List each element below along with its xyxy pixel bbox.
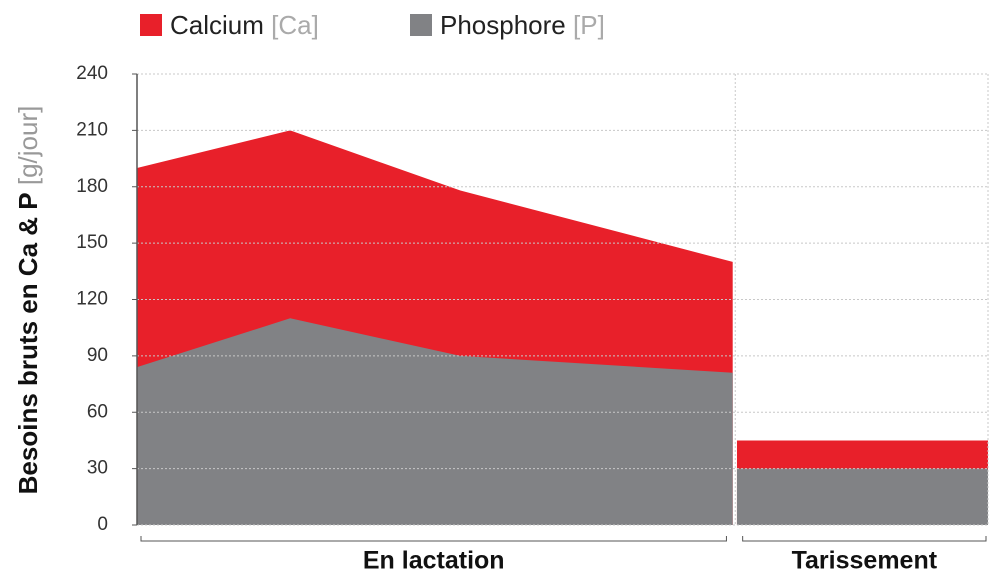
y-tick-label: 120: [76, 289, 108, 310]
group-bracket: [140, 536, 727, 542]
y-tick-label: 60: [87, 401, 108, 422]
y-axis-title-main: Besoins bruts en Ca & P: [13, 192, 43, 494]
legend-name: Calcium: [170, 10, 264, 40]
y-axis-title-unit: [g/jour]: [13, 106, 43, 186]
group-label: En lactation: [363, 547, 505, 575]
y-tick-label: 0: [97, 514, 108, 535]
legend-label: Calcium [Ca]: [170, 10, 319, 40]
group-label: Tarissement: [792, 547, 938, 575]
legend-swatch: [410, 14, 432, 36]
y-tick-label: 90: [87, 345, 108, 366]
legend-label: Phosphore [P]: [440, 10, 605, 40]
y-tick-label: 180: [76, 176, 108, 197]
y-axis-title: Besoins bruts en Ca & P [g/jour]: [13, 106, 43, 495]
legend-unit: [P]: [573, 10, 605, 40]
legend-unit: [Ca]: [271, 10, 319, 40]
legend-swatch: [140, 14, 162, 36]
y-tick-label: 30: [87, 458, 108, 479]
y-tick-label: 150: [76, 232, 108, 253]
y-tick-label: 240: [76, 63, 108, 84]
group-bracket: [742, 536, 987, 542]
area: [137, 318, 988, 525]
y-tick-label: 210: [76, 119, 108, 140]
legend-name: Phosphore: [440, 10, 566, 40]
